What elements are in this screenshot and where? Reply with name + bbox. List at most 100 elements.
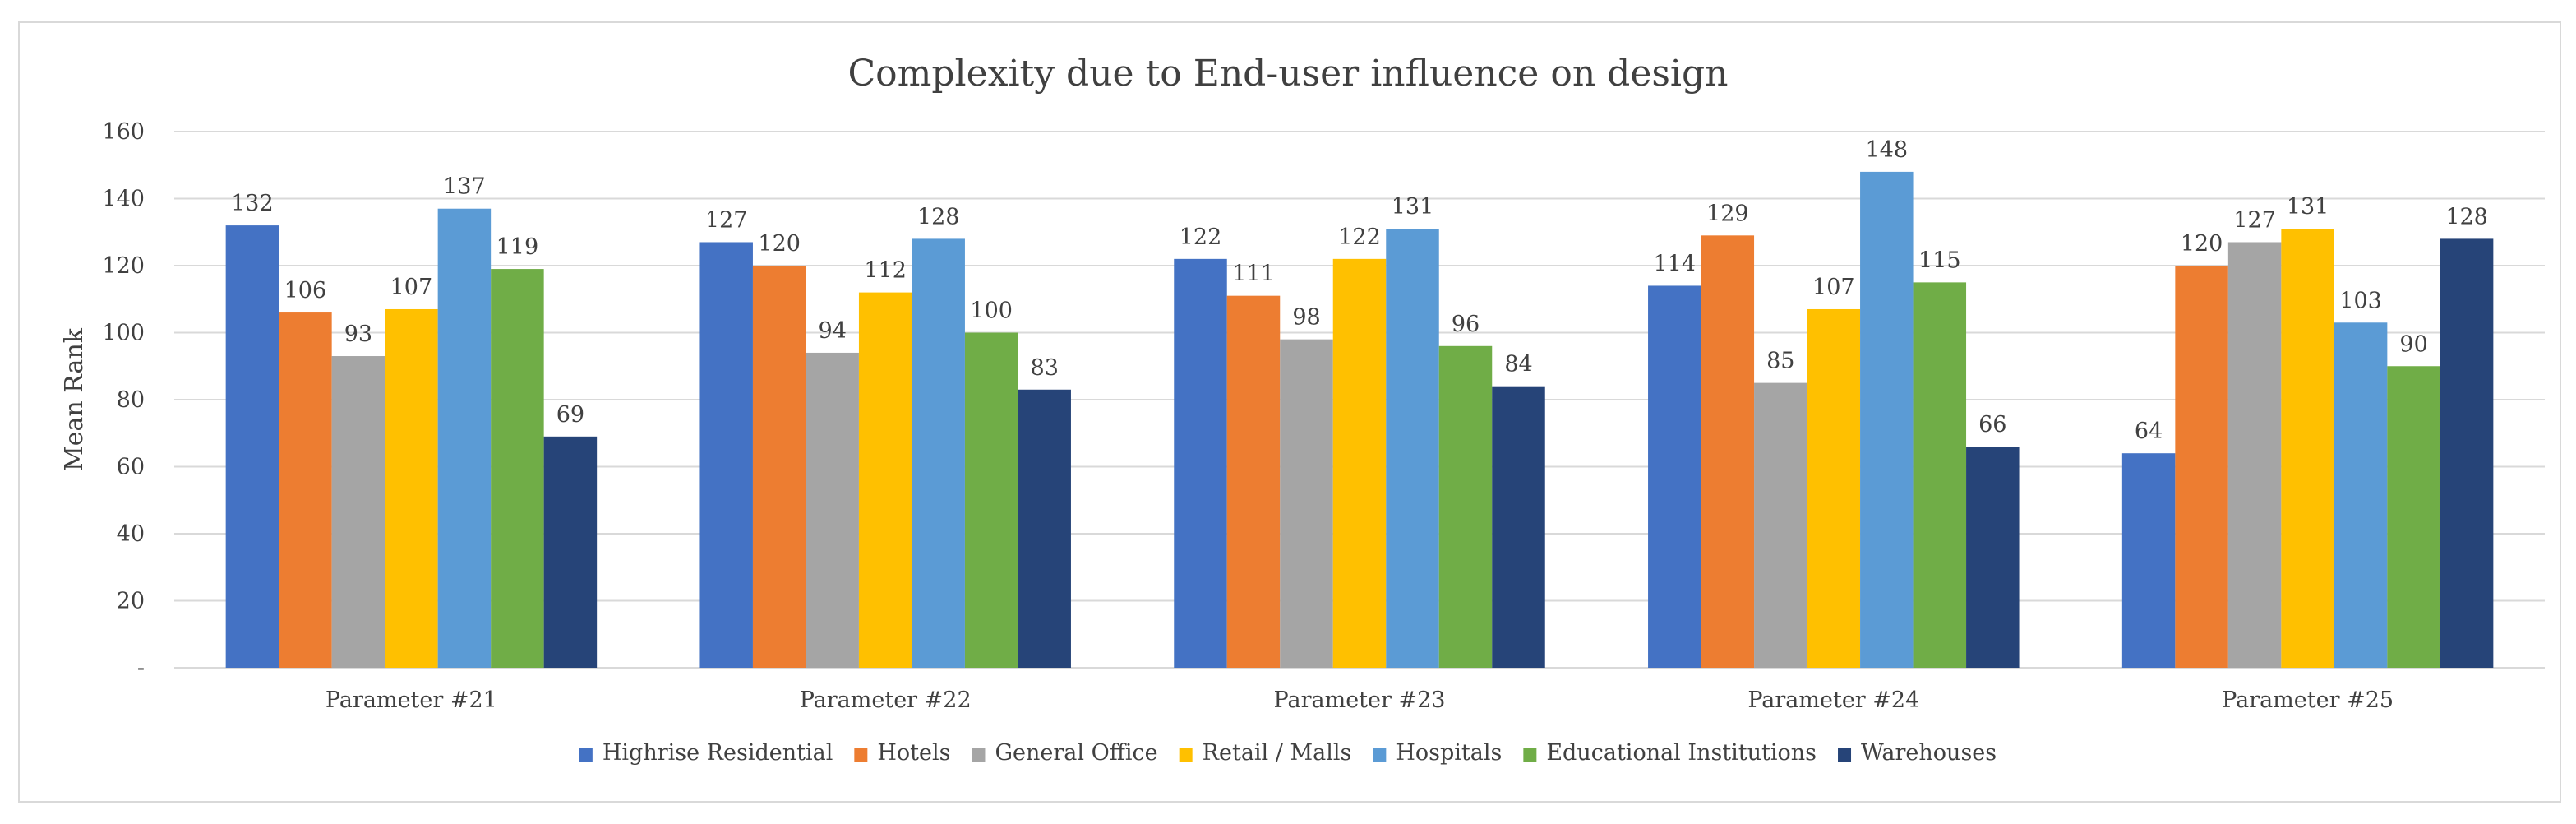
legend-item: General Office — [972, 740, 1158, 766]
bar — [2281, 229, 2334, 668]
bar — [491, 269, 544, 668]
bar — [752, 266, 806, 668]
bar — [543, 436, 598, 668]
data-label: 111 — [1232, 262, 1275, 287]
bar — [1966, 447, 2020, 668]
category-label: Parameter #25 — [2222, 687, 2394, 713]
legend-item: Highrise Residential — [579, 740, 833, 766]
bar — [1492, 386, 1545, 668]
data-label: 96 — [1452, 312, 1480, 337]
legend-swatch — [1523, 748, 1537, 762]
legend-label: Educational Institutions — [1546, 740, 1817, 766]
bar — [2440, 238, 2494, 668]
y-tick-label: 140 — [102, 187, 145, 212]
legend-item: Hotels — [854, 740, 950, 766]
y-tick-label: 20 — [117, 589, 145, 614]
y-tick-label: - — [137, 655, 145, 681]
data-label: 90 — [2399, 331, 2427, 357]
bar — [331, 356, 385, 668]
data-label: 122 — [1180, 225, 1222, 250]
bar — [964, 332, 1018, 668]
bar — [1701, 235, 1755, 668]
bar — [2175, 266, 2228, 668]
legend-item: Hospitals — [1373, 740, 1502, 766]
bar — [1754, 382, 1807, 668]
data-label: 127 — [705, 207, 748, 233]
legend-swatch — [1179, 748, 1193, 762]
data-label: 98 — [1292, 305, 1320, 331]
y-tick-label: 120 — [102, 253, 145, 279]
bar — [2227, 242, 2282, 669]
legend: Highrise Residential Hotels General Office… — [579, 740, 1997, 766]
bar — [2387, 366, 2440, 668]
bar — [1807, 308, 1861, 668]
category-label: Parameter #21 — [325, 687, 497, 713]
data-label: 128 — [917, 204, 960, 229]
data-label: 100 — [970, 299, 1013, 324]
category-labels: Parameter #21 Parameter #22 Parameter #23 P… — [325, 687, 2394, 713]
data-label: 94 — [819, 318, 847, 344]
bar — [858, 292, 912, 668]
data-label: 84 — [1504, 352, 1532, 377]
bar — [225, 225, 279, 669]
legend-swatch — [1373, 748, 1387, 762]
data-label: 127 — [2233, 207, 2276, 233]
legend-swatch — [854, 748, 868, 762]
data-label: 114 — [1654, 251, 1697, 276]
legend-label: General Office — [995, 740, 1157, 766]
bar — [385, 308, 438, 668]
bar — [1018, 389, 1071, 668]
bar — [1280, 339, 1333, 668]
data-label: 129 — [1706, 201, 1749, 226]
data-label: 131 — [1392, 194, 1434, 220]
legend-item: Educational Institutions — [1523, 740, 1817, 766]
category-label: Parameter #23 — [1274, 687, 1446, 713]
data-label: 115 — [1918, 248, 1961, 273]
bar — [437, 208, 492, 669]
bar — [279, 312, 332, 668]
legend-swatch — [1838, 748, 1852, 762]
data-label: 103 — [2339, 288, 2382, 313]
data-label: 137 — [443, 174, 486, 200]
data-label: 128 — [2445, 204, 2488, 229]
bar — [1860, 171, 1914, 668]
legend-label: Hotels — [877, 740, 950, 766]
data-label: 122 — [1338, 225, 1381, 250]
y-tick-label: 160 — [102, 119, 145, 145]
legend-label: Highrise Residential — [602, 740, 833, 766]
data-label: 132 — [231, 191, 274, 216]
bar — [699, 242, 753, 669]
bars — [225, 171, 2494, 669]
legend-item: Warehouses — [1838, 740, 1997, 766]
bar — [1174, 258, 1227, 668]
legend-label: Retail / Malls — [1203, 740, 1352, 766]
data-label: 106 — [284, 278, 327, 303]
category-label: Parameter #22 — [800, 687, 972, 713]
data-label: 66 — [1978, 412, 2006, 437]
data-label: 107 — [1812, 275, 1855, 300]
legend-label: Hospitals — [1396, 740, 1502, 766]
data-label: 131 — [2287, 194, 2329, 220]
legend-item: Retail / Malls — [1179, 740, 1352, 766]
data-label: 83 — [1031, 355, 1059, 381]
legend-swatch — [579, 748, 593, 762]
bar — [912, 238, 965, 668]
bar — [1332, 258, 1387, 668]
data-label: 93 — [344, 322, 372, 347]
chart-title: Complexity due to End-user influence on … — [847, 53, 1728, 95]
bar — [1648, 285, 1701, 668]
y-tick-label: 80 — [117, 387, 145, 413]
bar — [1913, 282, 1967, 668]
bar — [1386, 229, 1439, 668]
bar — [2334, 322, 2388, 668]
data-label: 85 — [1766, 349, 1794, 374]
data-label: 64 — [2135, 419, 2163, 444]
data-label: 148 — [1866, 137, 1909, 163]
data-label: 120 — [2181, 231, 2223, 257]
data-label: 119 — [496, 234, 539, 260]
y-axis-ticks: - 20 40 60 80 100 120 140 160 — [102, 119, 145, 681]
y-tick-label: 60 — [117, 455, 145, 480]
data-label: 69 — [556, 402, 584, 428]
data-label: 120 — [758, 231, 801, 257]
